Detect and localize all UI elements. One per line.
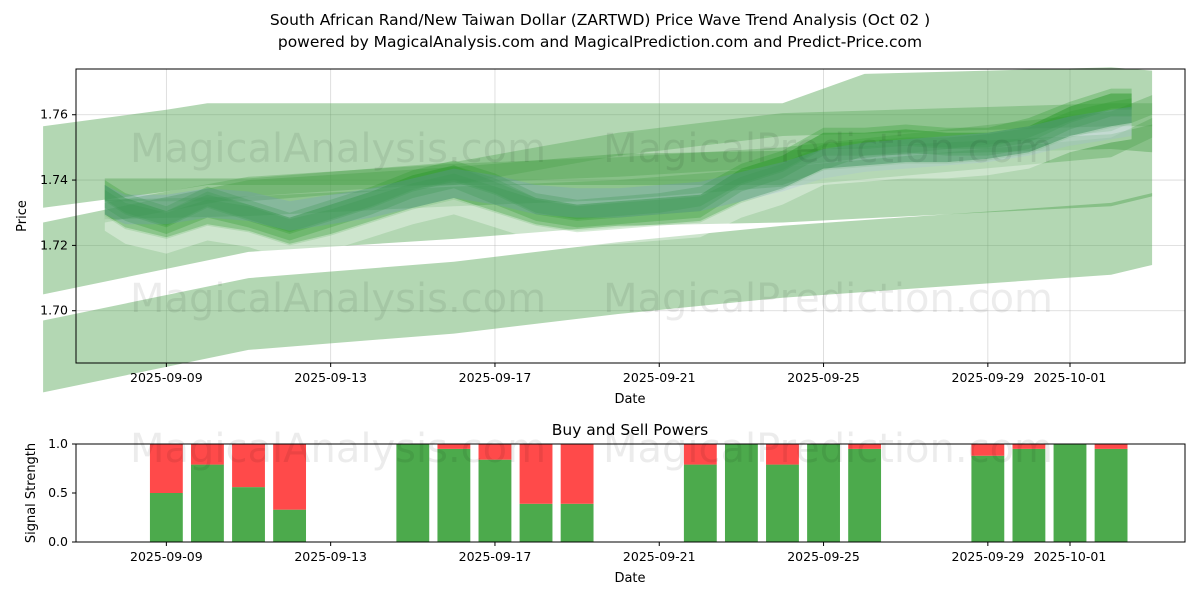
price-x-tick-label-1: 2025-09-13 bbox=[294, 370, 367, 385]
buy-bar-15 bbox=[1012, 448, 1046, 542]
watermark-analysis-bottom: MagicalAnalysis.com bbox=[130, 276, 546, 322]
buy-sell-axis-ticks: 2025-09-09 2025-09-13 2025-09-17 2025-09-21… bbox=[48, 436, 1106, 564]
buy-sell-plot-frame bbox=[75, 443, 1186, 543]
buy-sell-x-tick-label-6: 2025-10-01 bbox=[1034, 549, 1107, 564]
price-x-tick-label-2: 2025-09-17 bbox=[459, 370, 532, 385]
watermark-prediction-bottom: MagicalPrediction.com bbox=[603, 276, 1053, 322]
price-y-tick-label-2: 1.74 bbox=[40, 172, 68, 187]
buy-sell-x-tick-label-1: 2025-09-13 bbox=[294, 549, 367, 564]
price-wave-2 bbox=[104, 88, 1132, 233]
chart-title: South African Rand/New Taiwan Dollar (ZA… bbox=[270, 11, 930, 29]
buy-sell-watermarks: MagicalAnalysis.com MagicalPrediction.co… bbox=[130, 426, 1053, 472]
trend-band-trend-2 bbox=[104, 118, 1153, 220]
price-wave-3 bbox=[104, 98, 1132, 246]
buy-sell-bars bbox=[149, 444, 1128, 542]
buy-sell-title: Buy and Sell Powers bbox=[552, 421, 709, 439]
sell-bar-0 bbox=[149, 444, 183, 493]
price-y-tick-label-1: 1.72 bbox=[40, 237, 68, 252]
watermark-prediction-top: MagicalPrediction.com bbox=[603, 126, 1053, 172]
price-x-tick-label-0: 2025-09-09 bbox=[130, 370, 203, 385]
buy-bar-7 bbox=[519, 503, 553, 542]
price-x-tick-label-6: 2025-10-01 bbox=[1034, 370, 1107, 385]
buy-bar-1 bbox=[191, 464, 224, 542]
buy-bar-3 bbox=[273, 509, 307, 542]
sell-bar-6 bbox=[478, 444, 512, 460]
buy-bar-14 bbox=[971, 455, 1005, 542]
trend-band-upper bbox=[43, 67, 1153, 208]
price-y-axis-label: Price bbox=[15, 200, 30, 232]
chart-subtitle: powered by MagicalAnalysis.com and Magic… bbox=[278, 33, 922, 51]
price-bands bbox=[43, 67, 1153, 393]
price-wave-panel: MagicalAnalysis.com MagicalPrediction.co… bbox=[15, 67, 1186, 407]
price-x-tick-label-5: 2025-09-29 bbox=[952, 370, 1025, 385]
sell-bar-9 bbox=[683, 444, 717, 465]
sell-bar-7 bbox=[519, 444, 553, 504]
price-x-tick-label-3: 2025-09-21 bbox=[623, 370, 696, 385]
price-x-axis-label: Date bbox=[614, 392, 645, 407]
price-wave-4 bbox=[104, 93, 1132, 234]
buy-sell-y-tick-label-0: 0.0 bbox=[48, 534, 68, 549]
buy-sell-x-tick-label-0: 2025-09-09 bbox=[130, 549, 203, 564]
buy-sell-panel: Buy and Sell Powers MagicalAnalysis.com … bbox=[24, 421, 1186, 586]
price-y-tick-label-0: 1.70 bbox=[40, 303, 68, 318]
price-axis-ticks: 2025-09-09 2025-09-13 2025-09-17 2025-09-21… bbox=[40, 107, 1106, 385]
buy-sell-y-tick-label-2: 1.0 bbox=[48, 436, 68, 451]
buy-bar-8 bbox=[560, 503, 594, 542]
buy-bar-9 bbox=[683, 464, 717, 542]
sell-bar-8 bbox=[560, 444, 594, 504]
buy-sell-y-axis-label: Signal Strength bbox=[24, 443, 39, 543]
price-watermarks: MagicalAnalysis.com MagicalPrediction.co… bbox=[130, 126, 1053, 322]
price-y-tick-label-3: 1.76 bbox=[40, 107, 68, 122]
buy-bar-0 bbox=[149, 493, 183, 542]
sell-bar-5 bbox=[437, 444, 471, 449]
watermark-analysis-top: MagicalAnalysis.com bbox=[130, 126, 546, 172]
sell-bar-1 bbox=[191, 444, 224, 465]
buy-sell-x-axis-label: Date bbox=[614, 571, 645, 586]
buy-bar-6 bbox=[478, 459, 512, 542]
buy-sell-y-tick-label-1: 0.5 bbox=[48, 485, 68, 500]
watermark-prediction-sub: MagicalPrediction.com bbox=[603, 426, 1053, 472]
buy-bar-12 bbox=[807, 444, 840, 542]
buy-bar-13 bbox=[848, 448, 882, 542]
trend-band-lower bbox=[43, 193, 1153, 393]
trend-band-middle bbox=[43, 124, 1153, 295]
sell-bar-3 bbox=[273, 444, 307, 510]
price-x-tick-label-4: 2025-09-25 bbox=[787, 370, 860, 385]
trend-band-trend-3 bbox=[104, 103, 1153, 202]
buy-sell-x-tick-label-3: 2025-09-21 bbox=[623, 549, 696, 564]
buy-bar-11 bbox=[766, 464, 799, 542]
sell-bar-2 bbox=[232, 444, 265, 488]
price-plot-frame bbox=[75, 68, 1186, 364]
sell-bar-14 bbox=[971, 444, 1005, 456]
buy-sell-x-tick-label-5: 2025-09-29 bbox=[952, 549, 1025, 564]
buy-bar-10 bbox=[724, 444, 758, 542]
buy-bar-5 bbox=[437, 448, 471, 542]
buy-sell-x-tick-label-4: 2025-09-25 bbox=[787, 549, 860, 564]
buy-bar-2 bbox=[232, 487, 265, 542]
trend-band-trend-1 bbox=[104, 95, 1153, 223]
price-wave-1 bbox=[104, 93, 1132, 241]
price-wave-5 bbox=[104, 106, 1132, 231]
buy-sell-x-tick-label-2: 2025-09-17 bbox=[459, 549, 532, 564]
sell-bar-13 bbox=[848, 444, 882, 449]
price-grid bbox=[76, 69, 1185, 363]
buy-bar-4 bbox=[396, 444, 430, 542]
price-wave-highlight bbox=[104, 122, 1132, 261]
watermark-analysis-sub: MagicalAnalysis.com bbox=[130, 426, 546, 472]
sell-bar-11 bbox=[766, 444, 799, 465]
buy-bar-17 bbox=[1094, 448, 1128, 542]
sell-bar-15 bbox=[1012, 444, 1046, 449]
buy-bar-16 bbox=[1053, 444, 1087, 542]
sell-bar-17 bbox=[1094, 444, 1128, 449]
